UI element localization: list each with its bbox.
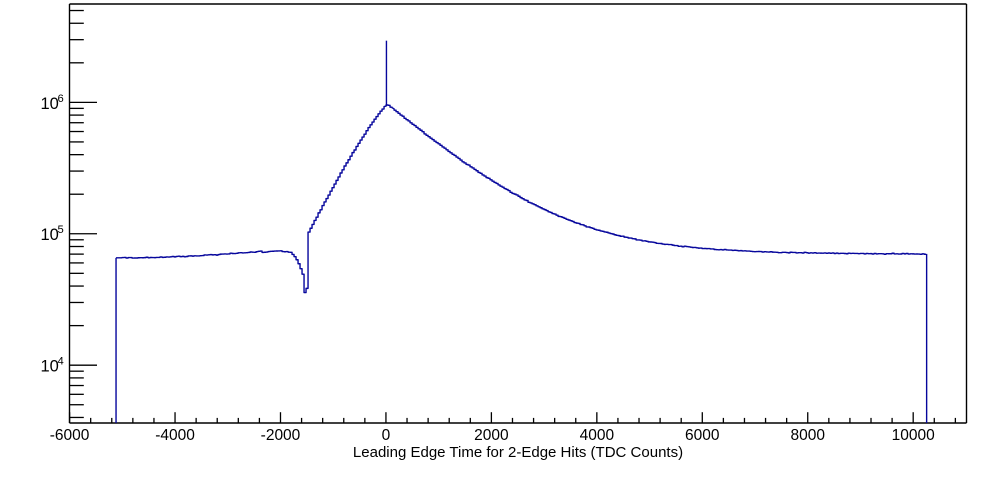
svg-text:4000: 4000: [580, 427, 615, 444]
svg-text:10: 10: [41, 358, 59, 376]
svg-text:6: 6: [58, 93, 64, 105]
svg-text:Leading Edge Time for 2-Edge H: Leading Edge Time for 2-Edge Hits (TDC C…: [353, 444, 683, 461]
svg-text:10: 10: [41, 226, 59, 244]
svg-text:10000: 10000: [892, 427, 935, 444]
svg-text:-2000: -2000: [261, 427, 301, 444]
svg-text:8000: 8000: [790, 427, 825, 444]
svg-text:2000: 2000: [474, 427, 509, 444]
svg-text:-4000: -4000: [155, 427, 195, 444]
svg-text:4: 4: [58, 356, 64, 368]
svg-text:6000: 6000: [685, 427, 720, 444]
svg-text:10: 10: [41, 95, 59, 113]
svg-text:5: 5: [58, 224, 64, 236]
svg-text:-6000: -6000: [50, 427, 90, 444]
svg-text:0: 0: [382, 427, 391, 444]
